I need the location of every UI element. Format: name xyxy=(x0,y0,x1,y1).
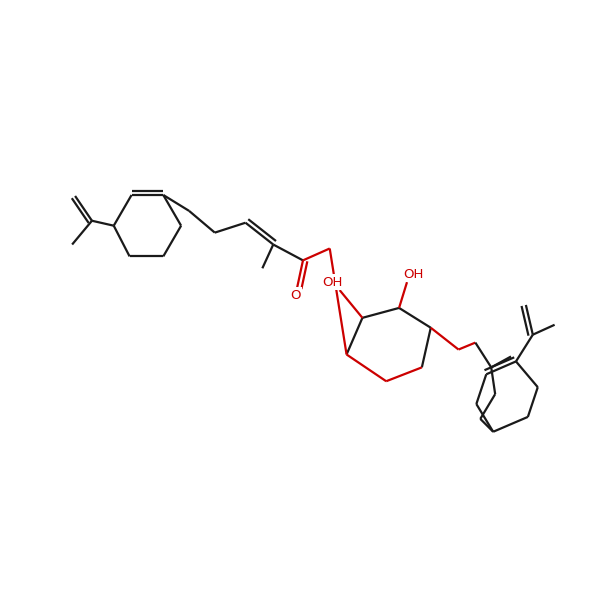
Text: OH: OH xyxy=(323,275,343,289)
Text: OH: OH xyxy=(404,268,424,281)
Text: O: O xyxy=(290,289,300,302)
